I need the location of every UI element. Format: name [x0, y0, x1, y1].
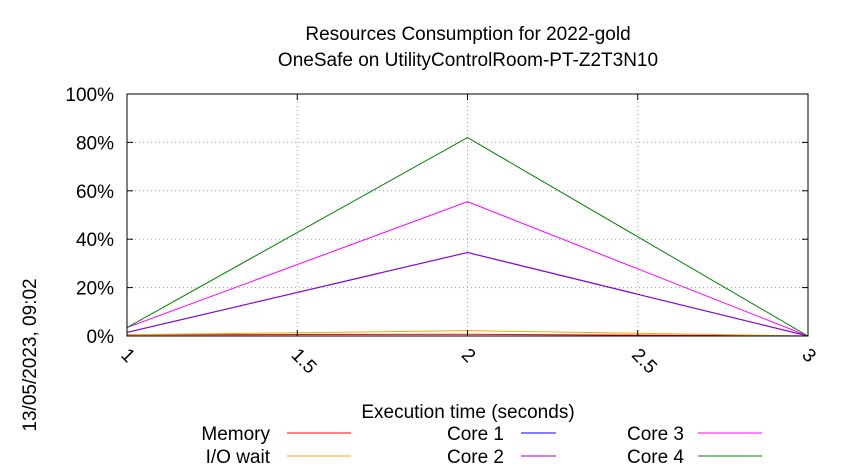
y-tick-label: 60%	[76, 182, 114, 203]
y-tick-label: 0%	[87, 327, 115, 348]
series-lines	[126, 136, 809, 337]
legend-label-core-1: Core 1	[447, 424, 504, 445]
y-axis: 0% 20% 40% 60% 80% 100%	[65, 85, 808, 348]
series-line-core-3	[126, 201, 809, 337]
side-timestamp: 13/05/2023, 09:02	[20, 278, 41, 431]
legend-label-memory: Memory	[201, 424, 270, 445]
x-tick-label: 2	[457, 345, 479, 367]
legend-label-core-3: Core 3	[627, 424, 684, 445]
y-tick-label: 20%	[76, 279, 114, 300]
y-tick-label: 40%	[76, 230, 114, 251]
series-line-core-2	[126, 251, 809, 337]
chart-title: Resources Consumption for 2022-gold	[305, 24, 630, 45]
x-tick-label: 1	[116, 345, 138, 367]
x-tick-label: 1.5	[287, 345, 321, 379]
chart-subtitle: OneSafe on UtilityControlRoom-PT-Z2T3N10	[278, 50, 658, 71]
grid	[126, 93, 809, 337]
series-line-core-4	[126, 136, 809, 337]
legend-label-core-2: Core 2	[447, 447, 504, 468]
legend-label-core-4: Core 4	[627, 447, 684, 468]
y-tick-label: 80%	[76, 133, 114, 154]
x-axis-label: Execution time (seconds)	[361, 402, 574, 423]
x-tick-label: 3	[797, 345, 819, 367]
y-tick-label: 100%	[65, 85, 114, 106]
legend-label-i-o-wait: I/O wait	[206, 447, 271, 468]
x-tick-label: 2.5	[627, 345, 661, 379]
